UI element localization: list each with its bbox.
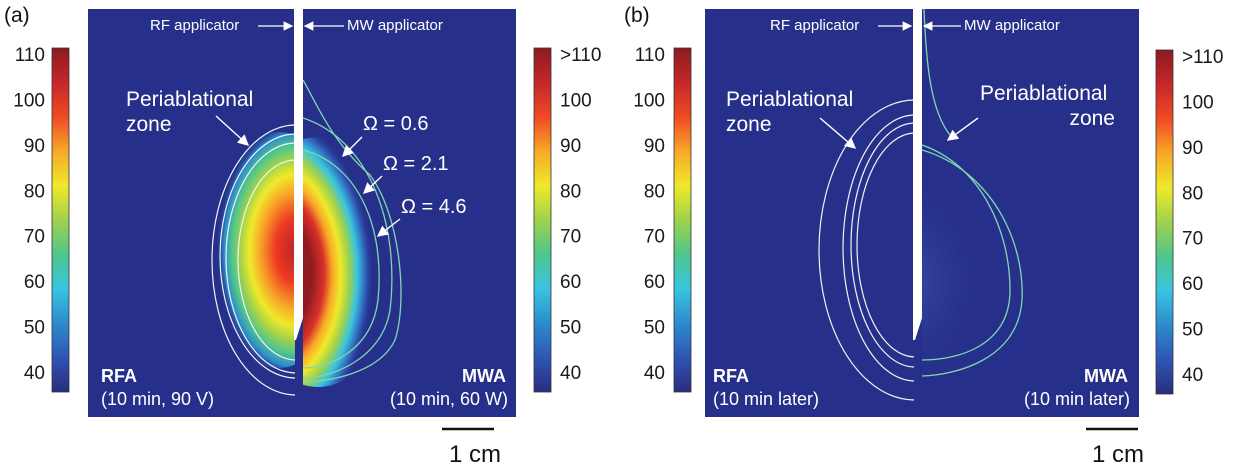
panel-b-mw-applicator-label: MW applicator	[964, 17, 1060, 34]
panel-a-periablational-line2: zone	[126, 113, 172, 136]
panel-a-colorbar-left-tick-label: 80	[24, 181, 45, 202]
panel-b-colorbar-left	[673, 47, 692, 393]
panel-a-colorbar-left-tick-label: 70	[24, 227, 45, 248]
panel-a-mwa-heat	[303, 137, 398, 387]
panel-a-colorbar-right-tick-label: 80	[560, 181, 581, 202]
panel-a-applicator-gap	[294, 9, 303, 340]
panel-a-colorbar-left-tick-label: 40	[24, 363, 45, 384]
panel-b-periablational-left-line2: zone	[726, 113, 772, 136]
panel-b-colorbar-left-ticks: 110 100 90 80 70 60 50 40	[633, 45, 665, 384]
panel-b-rf-applicator-label: RF applicator	[770, 17, 859, 34]
panel-a-omega-3-arrow	[376, 218, 401, 237]
panel-a-mwa-detail: (10 min, 60 W)	[390, 389, 508, 409]
panel-b-colorbar-right-tick-label: 50	[1182, 320, 1203, 341]
panel-b-rfa-detail: (10 min later)	[713, 389, 819, 409]
panel-a-omega-3: Ω = 4.6	[401, 196, 467, 218]
panel-b-mwa-glow	[922, 160, 1020, 380]
panel-a-omega-2-arrow	[362, 175, 383, 194]
panel-a-colorbar-left-tick-label: 50	[24, 318, 45, 339]
panel-a-colorbar-right-tick-label: 100	[560, 90, 592, 111]
panel-a-periablational-arrow	[215, 115, 250, 146]
panel-b-colorbar-right-tick-label: 100	[1182, 92, 1214, 113]
panel-b-colorbar-left-tick-label: 90	[644, 136, 665, 157]
panel-b-periablational-right-line2: zone	[1069, 107, 1115, 130]
panel-a-rf-applicator-label: RF applicator	[150, 17, 239, 34]
panel-a-colorbar-left-tick-label: 60	[24, 272, 45, 293]
panel-a-omega-1: Ω = 0.6	[363, 113, 429, 135]
panel-a-rfa-heat	[206, 132, 295, 368]
panel-a-rfa-detail: (10 min, 90 V)	[101, 389, 214, 409]
panel-a-colorbar-left-tick-label: 90	[24, 136, 45, 157]
panel-b-colorbar-left-tick-label: 110	[635, 45, 665, 66]
panel-a-mw-applicator-label: MW applicator	[347, 17, 443, 34]
panel-b-colorbar-left-tick-label: 40	[644, 363, 665, 384]
panel-a-mwa-title: MWA	[462, 366, 506, 386]
panel-b-colorbar-right-tick-label: 60	[1182, 274, 1203, 295]
panel-a-omega-2: Ω = 2.1	[383, 153, 449, 175]
panel-a-colorbar-right-tick-label: 60	[560, 272, 581, 293]
panel-a-scale-label: 1 cm	[449, 441, 501, 468]
panel-a-rfa-title: RFA	[101, 366, 137, 386]
panel-a-colorbar-right-tick-label: 90	[560, 136, 581, 157]
panel-b-scale-label: 1 cm	[1092, 441, 1144, 468]
panel-a-label: (a)	[4, 4, 30, 27]
panel-b-colorbar-left-tick-label: 80	[644, 181, 665, 202]
panel-b-colorbar-right-tick-label: 80	[1182, 183, 1203, 204]
panel-b-colorbar-left-tick-label: 50	[644, 318, 665, 339]
panel-b-colorbar-left-tick-label: 100	[633, 90, 665, 111]
panel-b-periablational-left-line1: Periablational	[726, 88, 853, 111]
panel-a-colorbar-right	[533, 47, 552, 393]
panel-b-mwa-detail: (10 min later)	[1024, 389, 1130, 409]
panel-b-periablational-left-arrow	[819, 117, 857, 149]
panel-a-colorbar-right-tick-label: >110	[560, 45, 601, 66]
panel-a-colorbar-right-tick-label: 50	[560, 318, 581, 339]
panel-a-omega-1-arrow	[342, 136, 363, 157]
panel-a-periablational-line1: Periablational	[126, 88, 253, 111]
panel-b-colorbar-left-tick-label: 70	[644, 227, 665, 248]
panel-b-colorbar-right-tick-label: 90	[1182, 138, 1203, 159]
panel-a-colorbar-left-ticks: 110 100 90 80 70 60 50 40	[13, 45, 45, 384]
panel-a-colorbar-right-ticks: >110 100 90 80 70 60 50 40	[560, 45, 601, 384]
panel-b-colorbar-right-tick-label: 70	[1182, 229, 1203, 250]
panel-b-rfa-contours	[818, 99, 914, 401]
panel-b-periablational-right-line1: Periablational	[980, 82, 1107, 105]
panel-a-colorbar-right-tick-label: 70	[560, 227, 581, 248]
panel-b-colorbar-right	[1155, 49, 1174, 395]
panel-b-periablational-right-arrow	[946, 117, 979, 141]
panel-a-colorbar-left-tick-label: 110	[15, 45, 45, 66]
panel-b-colorbar-right-tick-label: >110	[1182, 47, 1223, 68]
panel-b-rfa-title: RFA	[713, 366, 749, 386]
panel-b-label: (b)	[624, 4, 650, 27]
panel-b-applicator-gap	[913, 9, 922, 340]
panel-b-colorbar-right-ticks: >110 100 90 80 70 60 50 40	[1182, 47, 1223, 386]
panel-a-rfa-contours	[211, 124, 295, 396]
panel-b-colorbar-left-tick-label: 60	[644, 272, 665, 293]
panel-b-colorbar-right-tick-label: 40	[1182, 365, 1203, 386]
panel-a-colorbar-left	[51, 47, 70, 393]
panel-a-colorbar-left-tick-label: 100	[13, 90, 45, 111]
panel-a-colorbar-right-tick-label: 40	[560, 363, 581, 384]
panel-b-mwa-title: MWA	[1084, 366, 1128, 386]
